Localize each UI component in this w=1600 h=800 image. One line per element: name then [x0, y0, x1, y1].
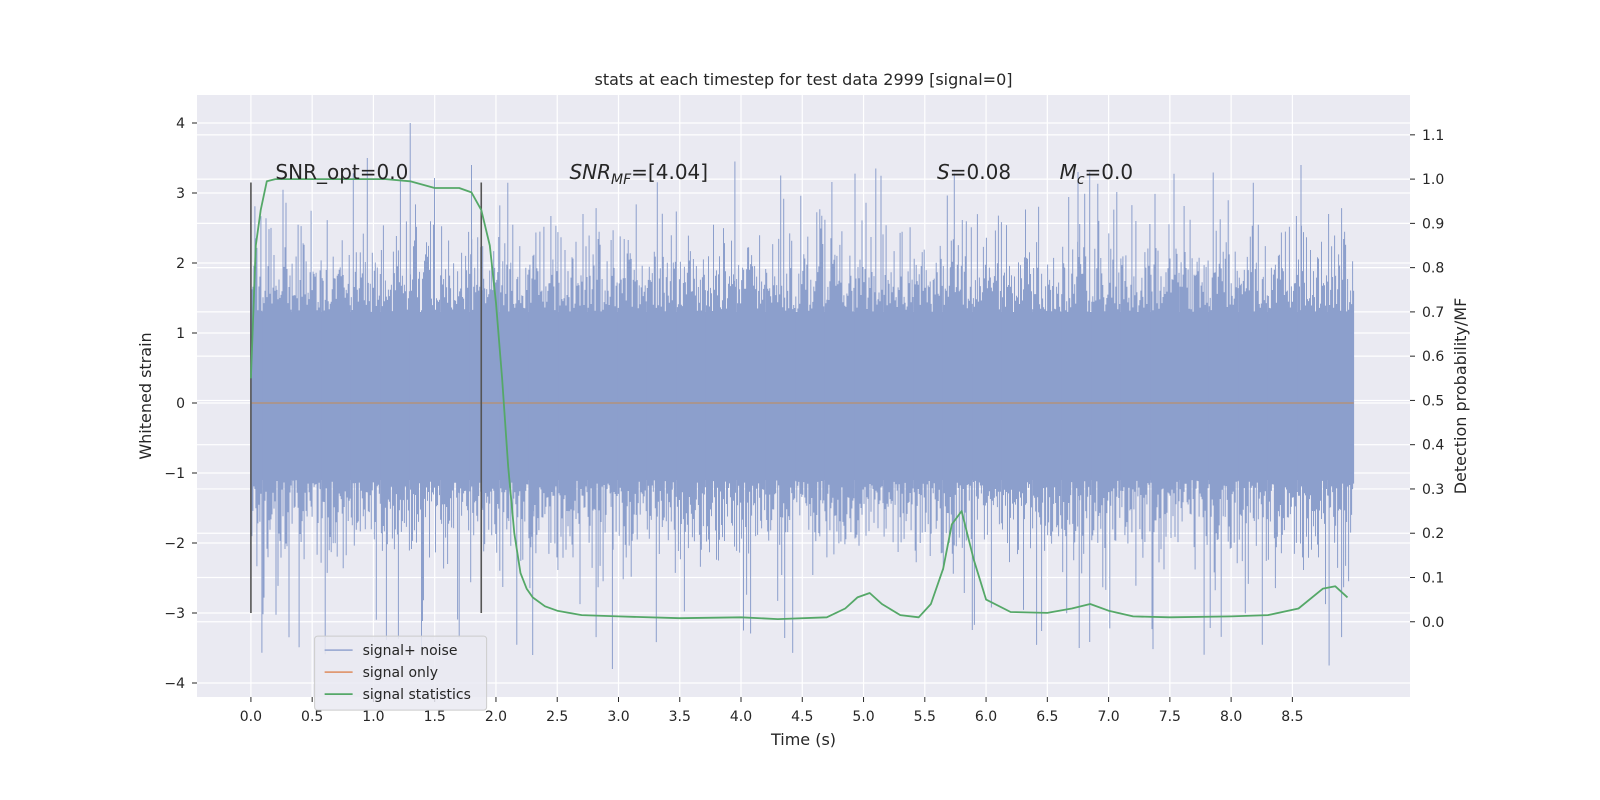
y-left-tick-label: −1	[164, 466, 185, 482]
stat-annotation: SNRMF=[4.04]	[569, 160, 708, 188]
x-tick-label: 5.0	[852, 709, 874, 725]
legend-label: signal only	[363, 665, 438, 681]
y-right-tick-label: 0.3	[1422, 482, 1444, 498]
x-tick-label: 6.0	[975, 709, 997, 725]
y-right-axis-label: Detection probability/MF	[1451, 298, 1470, 495]
y-left-tick-label: 1	[176, 326, 185, 342]
y-left-tick-label: −4	[164, 676, 185, 692]
y-right-tick-label: 0.4	[1422, 438, 1444, 454]
x-axis-label: Time (s)	[770, 730, 836, 749]
signal-plus-noise-series	[250, 123, 1355, 669]
x-tick-label: 6.5	[1036, 709, 1058, 725]
y-right-tick-label: 0.9	[1422, 216, 1444, 232]
y-left-tick-label: 2	[176, 256, 185, 272]
chart-title: stats at each timestep for test data 299…	[594, 70, 1012, 89]
x-tick-label: 0.0	[240, 709, 262, 725]
y-left-tick-label: 3	[176, 186, 185, 202]
x-tick-label: 7.0	[1097, 709, 1119, 725]
y-right-tick-label: 0.7	[1422, 305, 1444, 321]
y-right-tick-label: 0.5	[1422, 393, 1444, 409]
y-right-tick-label: 0.6	[1422, 349, 1444, 365]
x-tick-label: 1.5	[424, 709, 446, 725]
x-tick-label: 3.0	[607, 709, 629, 725]
axes: 0.0 0.5 1.0 1.5 2.0 2.5 3.0 3.5 4.0 4.5 5.0 5.5 6.0 6…	[164, 116, 1444, 725]
x-tick-label: 8.5	[1281, 709, 1303, 725]
x-tick-label: 2.0	[485, 709, 507, 725]
legend-box	[314, 635, 488, 711]
y-left-tick-label: −3	[164, 606, 185, 622]
x-tick-label: 5.5	[914, 709, 936, 725]
y-right-tick-label: 1.0	[1422, 172, 1444, 188]
y-left-tick-label: 0	[176, 396, 185, 412]
x-tick-label: 0.5	[301, 709, 323, 725]
annotations: SNR_opt=0.0 SNRMF=[4.04] S=0.08 Mc=0.0	[275, 160, 1133, 188]
y-right-tick-label: 0.8	[1422, 261, 1444, 277]
x-tick-label: 1.0	[362, 709, 384, 725]
y-right-tick-label: 0.2	[1422, 526, 1444, 542]
y-left-tick-label: −2	[164, 536, 185, 552]
stat-annotation: Mc=0.0	[1060, 160, 1134, 188]
stat-annotation: S=0.08	[937, 160, 1011, 184]
y-left-axis-label: Whitened strain	[136, 332, 155, 459]
stat-annotation: SNR_opt=0.0	[275, 160, 408, 184]
y-right-tick-label: 0.0	[1422, 615, 1444, 631]
x-tick-label: 4.0	[730, 709, 752, 725]
legend: signal+ noise signal only signal statistic…	[314, 635, 488, 711]
y-left-tick-label: 4	[176, 116, 185, 132]
x-tick-label: 3.5	[669, 709, 691, 725]
signal-statistics-line	[250, 178, 1349, 620]
y-right-tick-label: 1.1	[1422, 128, 1444, 144]
x-tick-label: 8.0	[1220, 709, 1242, 725]
legend-label: signal+ noise	[363, 643, 458, 659]
x-tick-label: 2.5	[546, 709, 568, 725]
lines	[250, 178, 1354, 620]
y-right-tick-label: 0.1	[1422, 570, 1444, 586]
x-tick-label: 4.5	[791, 709, 813, 725]
legend-label: signal statistics	[363, 687, 471, 703]
x-tick-label: 7.5	[1159, 709, 1181, 725]
